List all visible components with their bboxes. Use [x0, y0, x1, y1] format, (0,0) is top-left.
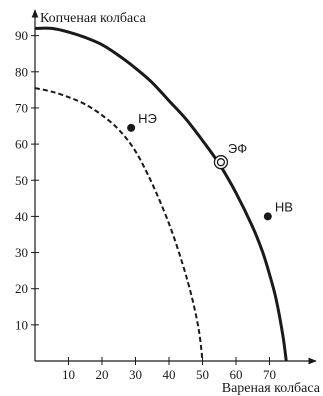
x-tick-label: 50 [196, 367, 209, 382]
dashed-curve [34, 87, 204, 362]
point-marker-inner-ring [216, 158, 226, 167]
x-tick-label: 20 [96, 367, 109, 382]
point-label: НЭ [138, 111, 157, 126]
points: НЭ ЭФ НВ [127, 111, 293, 221]
x-tick-label: 70 [263, 367, 276, 382]
y-tick-label: 90 [15, 28, 28, 43]
y-tick-label: 70 [15, 100, 28, 115]
point-label: ЭФ [228, 141, 247, 156]
solid-curve [34, 26, 288, 362]
y-tick-label: 20 [15, 281, 28, 296]
x-tick-label: 10 [62, 367, 75, 382]
x-tick-label: 40 [163, 367, 176, 382]
point-label: НВ [275, 199, 293, 214]
y-tick-label: 10 [15, 317, 28, 332]
y-tick-label: 30 [15, 245, 28, 260]
x-axis-title: Вареная колбаса [222, 381, 321, 396]
axes [31, 9, 317, 365]
y-axis-title: Копченая колбаса [40, 11, 147, 26]
axis-ticks: 10 20 30 40 50 60 70 10 20 30 40 50 60 70 80 90 [15, 28, 276, 382]
point-marker-outer-ring [213, 155, 229, 170]
point-marker [127, 123, 136, 132]
point-marker [263, 212, 272, 221]
y-tick-label: 40 [15, 209, 28, 224]
y-tick-label: 80 [15, 64, 28, 79]
curves [34, 26, 288, 362]
x-tick-label: 60 [230, 367, 243, 382]
y-tick-label: 60 [15, 137, 28, 152]
x-tick-label: 30 [129, 367, 142, 382]
y-tick-label: 50 [15, 173, 28, 188]
